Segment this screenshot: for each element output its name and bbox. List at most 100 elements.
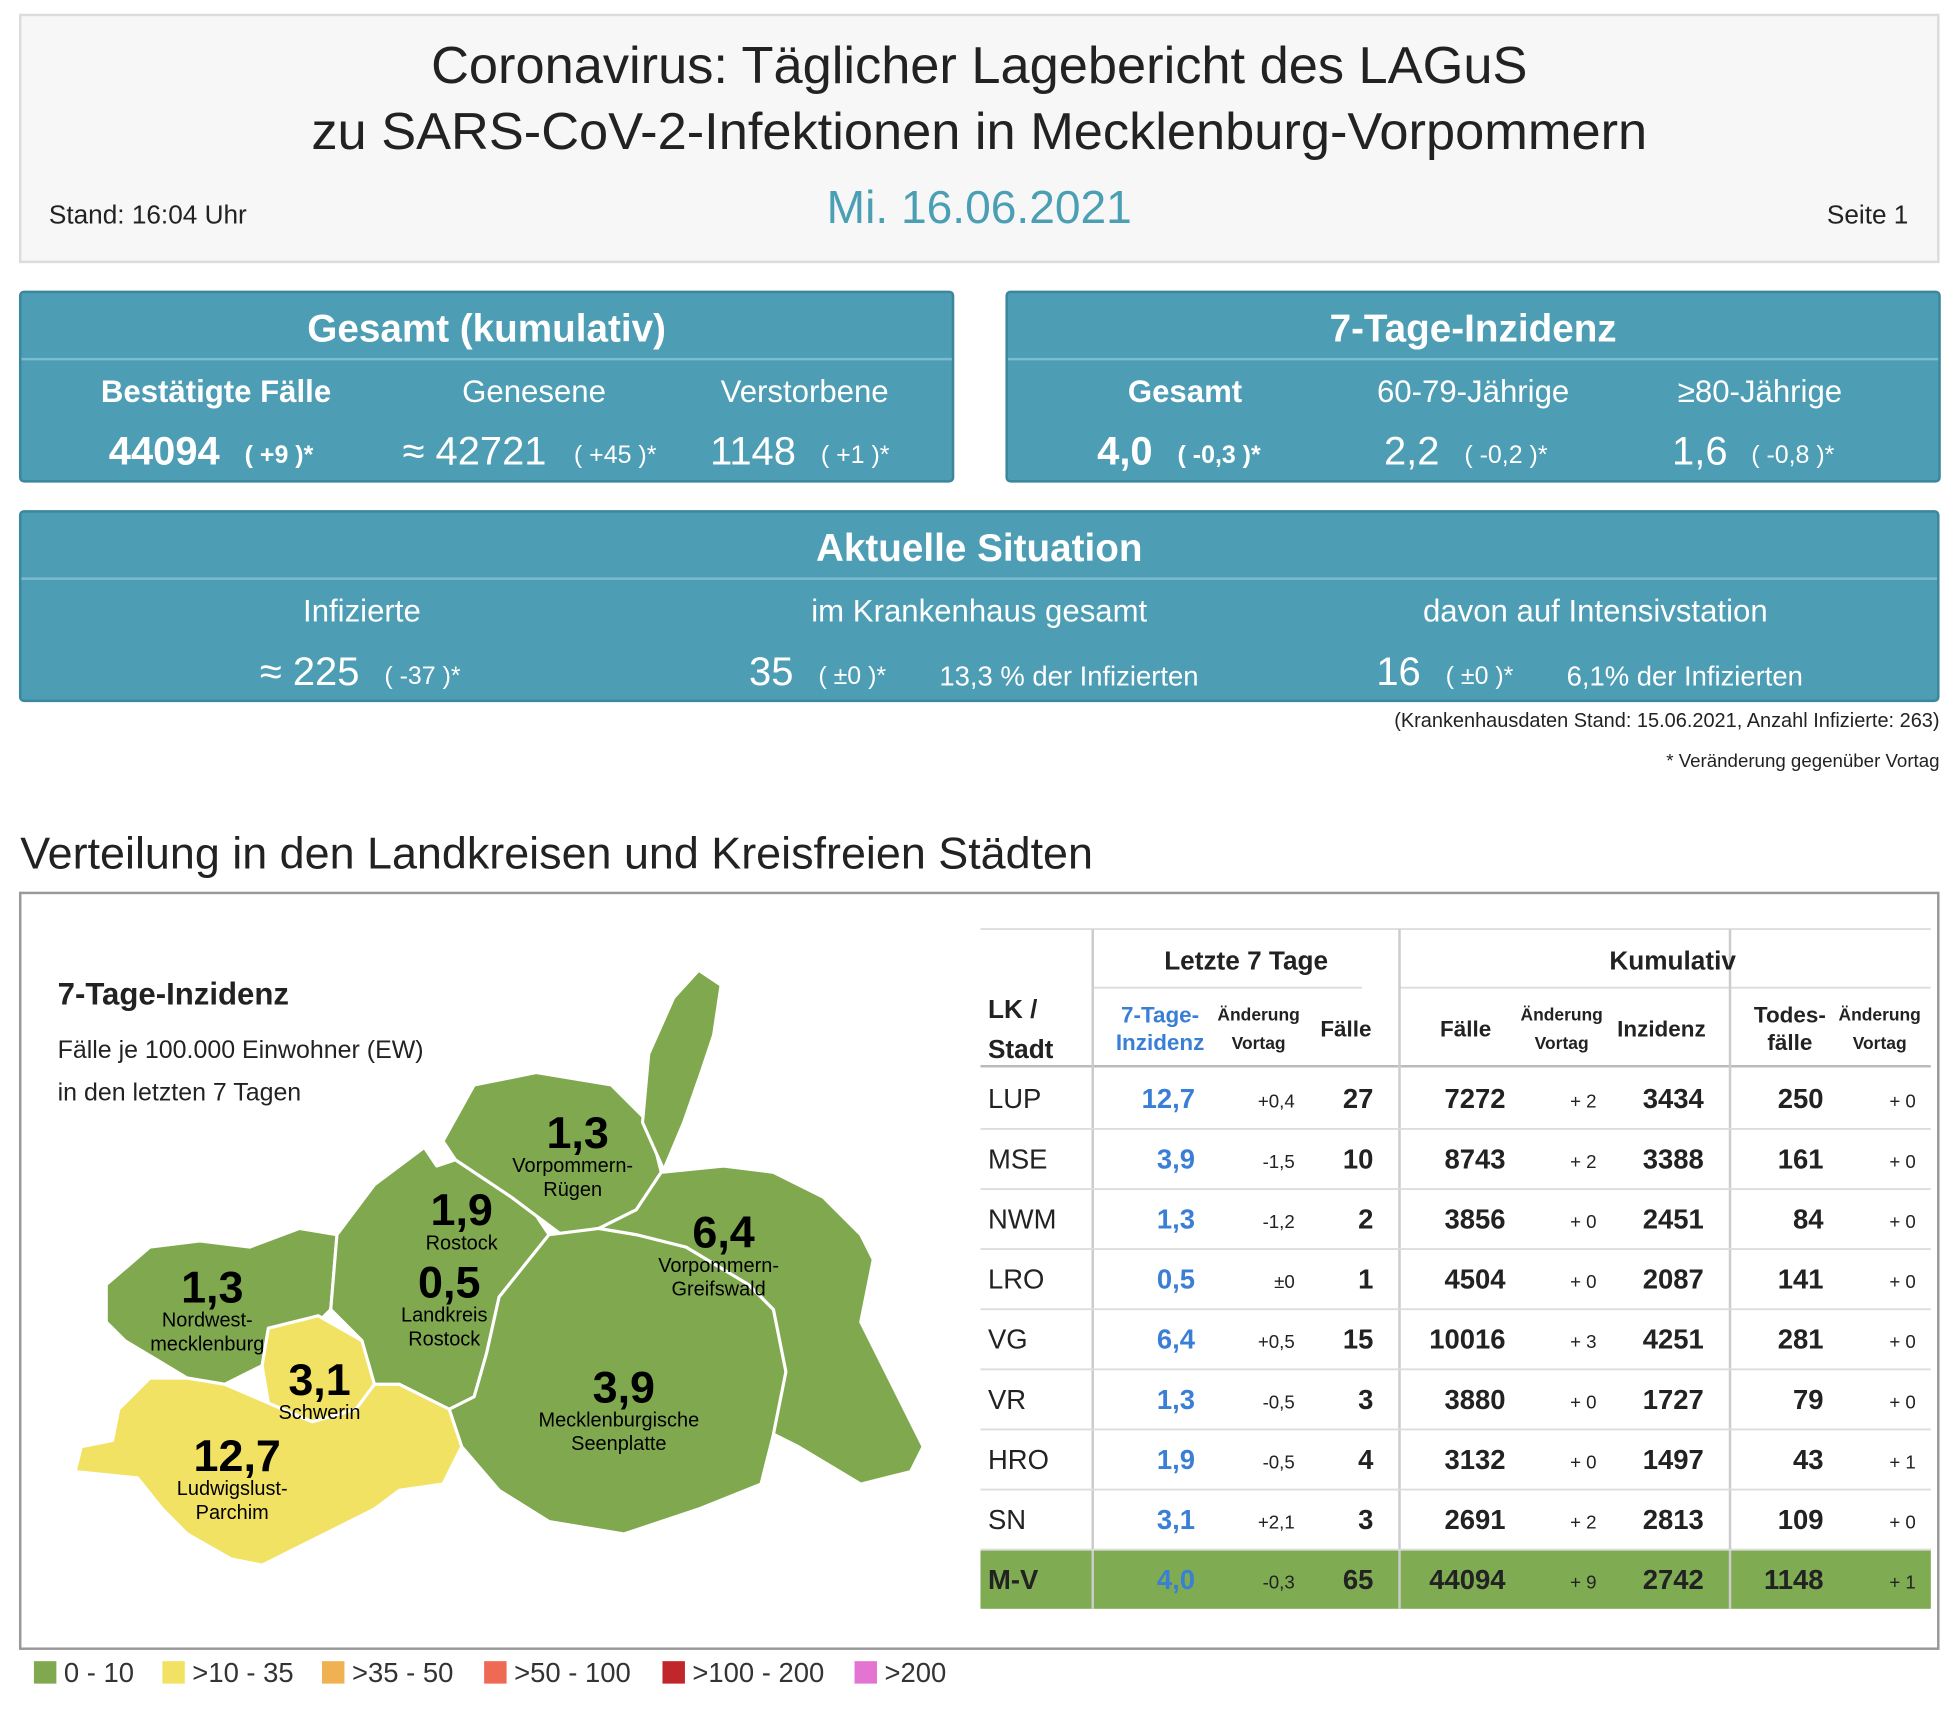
card [1005, 290, 1941, 483]
table-cell: + 0 [1570, 1451, 1597, 1472]
table-cell: 4251 [1643, 1324, 1704, 1355]
table-cell: HRO [988, 1444, 1049, 1475]
card-value: 4,0 [1097, 429, 1152, 473]
district-shape [597, 1164, 925, 1486]
column-header: Todes- [1754, 1003, 1826, 1028]
card-share: 13,3 % der Infizierten [939, 660, 1198, 691]
table-cell: 0,5 [1157, 1264, 1195, 1295]
district-name: Schwerin [279, 1402, 361, 1424]
table-cell: 3 [1358, 1504, 1373, 1535]
district-value: 1,3 [181, 1262, 243, 1313]
table-cell: + 0 [1889, 1151, 1916, 1172]
table-cell: + 2 [1570, 1511, 1597, 1532]
table-cell: 8743 [1445, 1143, 1506, 1174]
table-cell: 1727 [1643, 1384, 1704, 1415]
legend-label: >10 - 35 [192, 1657, 293, 1688]
header-box [18, 13, 1940, 264]
table-cell: M-V [988, 1564, 1039, 1595]
column-header: Änderung [1520, 1005, 1602, 1025]
table-cell: 3434 [1643, 1083, 1705, 1114]
table-cell: 27 [1343, 1083, 1374, 1114]
table-cell: +0,5 [1258, 1331, 1295, 1352]
card-label: im Krankenhaus gesamt [811, 594, 1147, 629]
card-value: 44094 [109, 429, 220, 473]
group-header: Kumulativ [1609, 945, 1736, 975]
district-value: 1,9 [430, 1184, 492, 1235]
table-cell: 109 [1778, 1504, 1824, 1535]
card-change: ( -37 )* [384, 662, 461, 690]
card-label: ≥80-Jährige [1678, 374, 1842, 409]
column-header: LK / [988, 994, 1038, 1024]
table-cell: 43 [1793, 1444, 1824, 1475]
card-label: Gesamt [1128, 374, 1242, 409]
card-change: ( +9 )* [245, 441, 314, 469]
table-cell: 15 [1343, 1324, 1374, 1355]
table-cell: + 2 [1570, 1091, 1597, 1112]
district-name: Rostock [426, 1232, 498, 1254]
table-cell: +2,1 [1258, 1511, 1295, 1532]
legend-label: 0 - 10 [64, 1657, 134, 1688]
table-cell: +0,4 [1258, 1091, 1295, 1112]
table-cell: 84 [1793, 1203, 1824, 1234]
table-cell: 3880 [1445, 1384, 1506, 1415]
legend-label: >35 - 50 [352, 1657, 453, 1688]
district-name: Ludwigslust- [177, 1478, 288, 1500]
table-cell: + 1 [1889, 1572, 1916, 1593]
table-cell: 1 [1358, 1264, 1373, 1295]
table-cell: 79 [1793, 1384, 1824, 1415]
card-value: 1,6 [1672, 429, 1727, 473]
legend-swatch [854, 1661, 877, 1684]
card-label: 60-79-Jährige [1377, 374, 1569, 409]
column-header: Änderung [1839, 1005, 1921, 1025]
card-value: ≈ 225 [260, 650, 360, 694]
table-cell: + 2 [1570, 1151, 1597, 1172]
table-cell: 2813 [1643, 1504, 1704, 1535]
map-title: 7-Tage-Inzidenz [58, 976, 289, 1011]
map [73, 968, 925, 1567]
district-name: Nordwest- [162, 1310, 253, 1332]
district-name: Landkreis [401, 1305, 487, 1327]
district-name: mecklenburg [150, 1333, 264, 1355]
table-cell: 1148 [1764, 1564, 1824, 1595]
table-cell: 2742 [1643, 1564, 1704, 1595]
district-value: 3,9 [593, 1361, 655, 1412]
table-cell: 4,0 [1157, 1564, 1195, 1595]
card-change: ( -0,2 )* [1464, 441, 1547, 469]
page-number: Seite 1 [1827, 200, 1908, 230]
table-cell: 2451 [1643, 1203, 1704, 1234]
section-title: Verteilung in den Landkreisen und Kreisf… [20, 828, 1093, 879]
column-header: Fälle [1440, 1016, 1491, 1041]
card-change: ( +45 )* [574, 441, 657, 469]
table-cell: + 0 [1570, 1211, 1597, 1232]
total-row-bg [980, 1548, 1931, 1609]
legend-swatch [33, 1661, 57, 1684]
table-cell: -0,5 [1263, 1451, 1295, 1472]
card-change: ( ±0 )* [1446, 662, 1514, 690]
table-cell: -1,5 [1263, 1151, 1295, 1172]
table-cell: 281 [1778, 1324, 1824, 1355]
map-subtitle: Fälle je 100.000 Einwohner (EW) [58, 1036, 424, 1064]
card-change: ( ±0 )* [818, 662, 886, 690]
district-name: Rostock [408, 1328, 480, 1350]
column-header: Inzidenz [1617, 1016, 1706, 1041]
card-title: 7-Tage-Inzidenz [1330, 308, 1617, 351]
table-cell: + 0 [1889, 1331, 1916, 1352]
table-cell: 10 [1343, 1143, 1374, 1174]
district-name: Rügen [543, 1179, 602, 1201]
table-cell: ±0 [1274, 1271, 1295, 1292]
table-cell: 3388 [1643, 1143, 1704, 1174]
card-label: Genesene [462, 374, 606, 409]
card [18, 290, 955, 483]
card-title: Aktuelle Situation [816, 527, 1142, 570]
legend-label: >100 - 200 [692, 1657, 824, 1688]
column-header: Stadt [988, 1034, 1054, 1064]
table-cell: 65 [1343, 1564, 1374, 1595]
table-cell: NWM [988, 1203, 1057, 1234]
group-header: Letzte 7 Tage [1164, 945, 1328, 975]
legend-swatch [484, 1661, 507, 1684]
district-value: 3,1 [288, 1354, 350, 1405]
table-cell: 1,9 [1157, 1444, 1195, 1475]
table-cell: 3,1 [1157, 1504, 1195, 1535]
table-cell: 10016 [1429, 1324, 1505, 1355]
column-header: Vortag [1232, 1033, 1286, 1053]
